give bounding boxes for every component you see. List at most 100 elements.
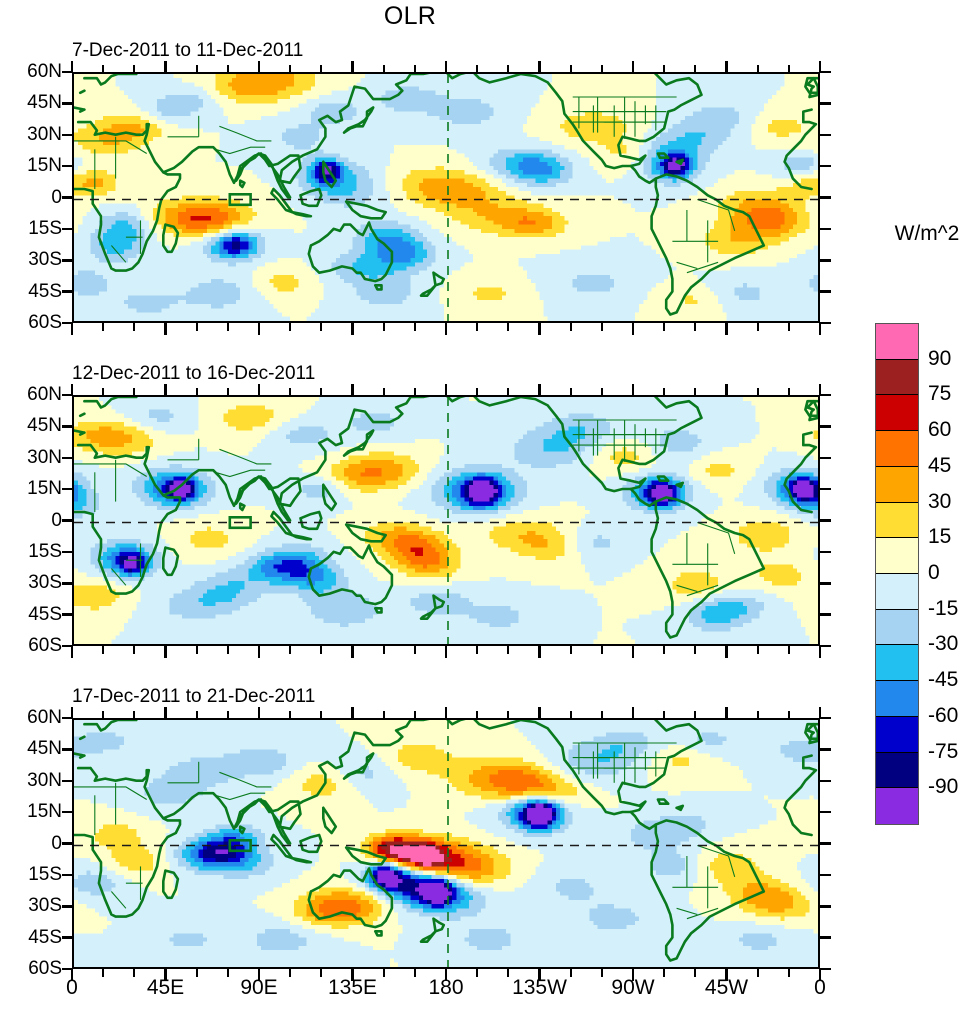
x-axis-minor-tick — [413, 65, 416, 73]
y-axis-tick — [820, 873, 831, 877]
y-axis-tick — [62, 321, 73, 325]
x-axis-minor-tick — [507, 323, 510, 331]
x-tick-label: 0 — [32, 976, 112, 1000]
x-axis-tick — [538, 707, 541, 719]
x-axis-minor-tick — [102, 388, 105, 396]
x-axis-tick — [538, 323, 541, 335]
x-axis-tick — [818, 969, 822, 981]
x-axis-minor-tick — [787, 969, 790, 977]
y-tick-label: 60N — [4, 61, 62, 83]
y-axis-tick — [820, 393, 831, 397]
colorbar-segment — [876, 324, 918, 360]
x-axis-tick — [70, 969, 74, 981]
y-axis-tick — [62, 905, 73, 908]
y-axis-tick — [820, 133, 831, 137]
x-axis-minor-tick — [756, 646, 759, 654]
x-axis-tick — [351, 707, 354, 719]
y-tick-label: 30N — [4, 447, 62, 469]
x-axis-minor-tick — [195, 388, 198, 396]
x-axis-tick — [444, 646, 448, 658]
x-axis-minor-tick — [226, 323, 229, 331]
x-axis-minor-tick — [413, 711, 416, 719]
map-panel-1[interactable] — [72, 72, 820, 323]
y-axis-tick — [820, 936, 831, 939]
x-axis-minor-tick — [102, 65, 105, 73]
colorbar-segment — [876, 788, 918, 824]
x-axis-tick — [164, 707, 167, 719]
y-axis-tick — [62, 196, 73, 199]
y-axis-tick — [820, 613, 831, 616]
x-tick-label: 180 — [406, 976, 486, 1000]
x-axis-tick — [444, 323, 448, 335]
x-axis-minor-tick — [476, 969, 479, 977]
x-tick-label: 135E — [313, 976, 393, 1000]
y-tick-label: 0 — [4, 187, 62, 209]
x-axis-minor-tick — [663, 65, 666, 73]
y-tick-label: 60N — [4, 384, 62, 406]
y-axis-tick — [820, 842, 831, 845]
y-axis-tick — [820, 905, 831, 908]
y-tick-label: 45S — [4, 604, 62, 626]
y-axis-tick — [62, 748, 73, 751]
y-tick-label: 0 — [4, 833, 62, 855]
x-axis-minor-tick — [694, 646, 697, 654]
y-axis-tick — [62, 227, 73, 231]
x-axis-minor-tick — [600, 646, 603, 654]
x-tick-label: 45E — [126, 976, 206, 1000]
x-axis-minor-tick — [569, 969, 572, 977]
x-axis-minor-tick — [476, 646, 479, 654]
colorbar-segment — [876, 716, 918, 753]
x-axis-minor-tick — [133, 969, 136, 977]
y-axis-tick — [62, 290, 73, 293]
x-axis-tick — [631, 646, 635, 658]
colorbar-tick-label: 90 — [928, 347, 951, 371]
y-axis-tick — [820, 164, 831, 168]
colorbar-tick-label: -90 — [928, 775, 958, 799]
x-axis-tick — [725, 384, 728, 396]
map-panel-2[interactable] — [72, 395, 820, 646]
x-axis-tick — [818, 323, 822, 335]
x-axis-minor-tick — [226, 646, 229, 654]
x-axis-minor-tick — [787, 323, 790, 331]
x-axis-minor-tick — [320, 65, 323, 73]
y-axis-tick — [820, 227, 831, 231]
y-axis-tick — [62, 873, 73, 877]
y-axis-tick — [820, 196, 831, 199]
x-axis-tick — [444, 707, 448, 719]
x-tick-label: 90E — [219, 976, 299, 1000]
x-axis-minor-tick — [320, 969, 323, 977]
colorbar-tick-label: 45 — [928, 454, 951, 478]
colorbar-units-label: W/m^2 — [872, 222, 980, 246]
y-tick-label: 60S — [4, 312, 62, 334]
y-axis-tick — [62, 164, 73, 168]
x-axis-minor-tick — [600, 323, 603, 331]
y-axis-tick — [62, 582, 73, 585]
x-axis-tick — [818, 646, 822, 658]
y-axis-tick — [62, 133, 73, 137]
y-tick-label: 15S — [4, 218, 62, 240]
x-axis-minor-tick — [756, 388, 759, 396]
x-axis-minor-tick — [195, 323, 198, 331]
y-axis-tick — [62, 456, 73, 460]
x-axis-tick — [631, 323, 635, 335]
x-axis-tick — [351, 969, 354, 981]
y-axis-tick — [62, 487, 73, 491]
x-axis-minor-tick — [569, 65, 572, 73]
panel-title-3: 17-Dec-2011 to 21-Dec-2011 — [72, 686, 315, 708]
y-axis-tick — [62, 613, 73, 616]
x-axis-tick — [725, 61, 728, 73]
y-axis-tick — [62, 842, 73, 845]
x-tick-label: 45W — [687, 976, 767, 1000]
x-axis-minor-tick — [133, 646, 136, 654]
x-axis-tick — [257, 707, 261, 719]
map-panel-3[interactable] — [72, 718, 820, 969]
x-axis-minor-tick — [289, 646, 292, 654]
y-axis-tick — [62, 967, 73, 971]
y-tick-label: 45N — [4, 738, 62, 760]
y-axis-tick — [820, 102, 831, 105]
y-axis-tick — [820, 967, 831, 971]
y-axis-tick — [820, 290, 831, 293]
colorbar[interactable] — [875, 323, 919, 825]
x-axis-minor-tick — [133, 323, 136, 331]
y-tick-label: 15N — [4, 155, 62, 177]
